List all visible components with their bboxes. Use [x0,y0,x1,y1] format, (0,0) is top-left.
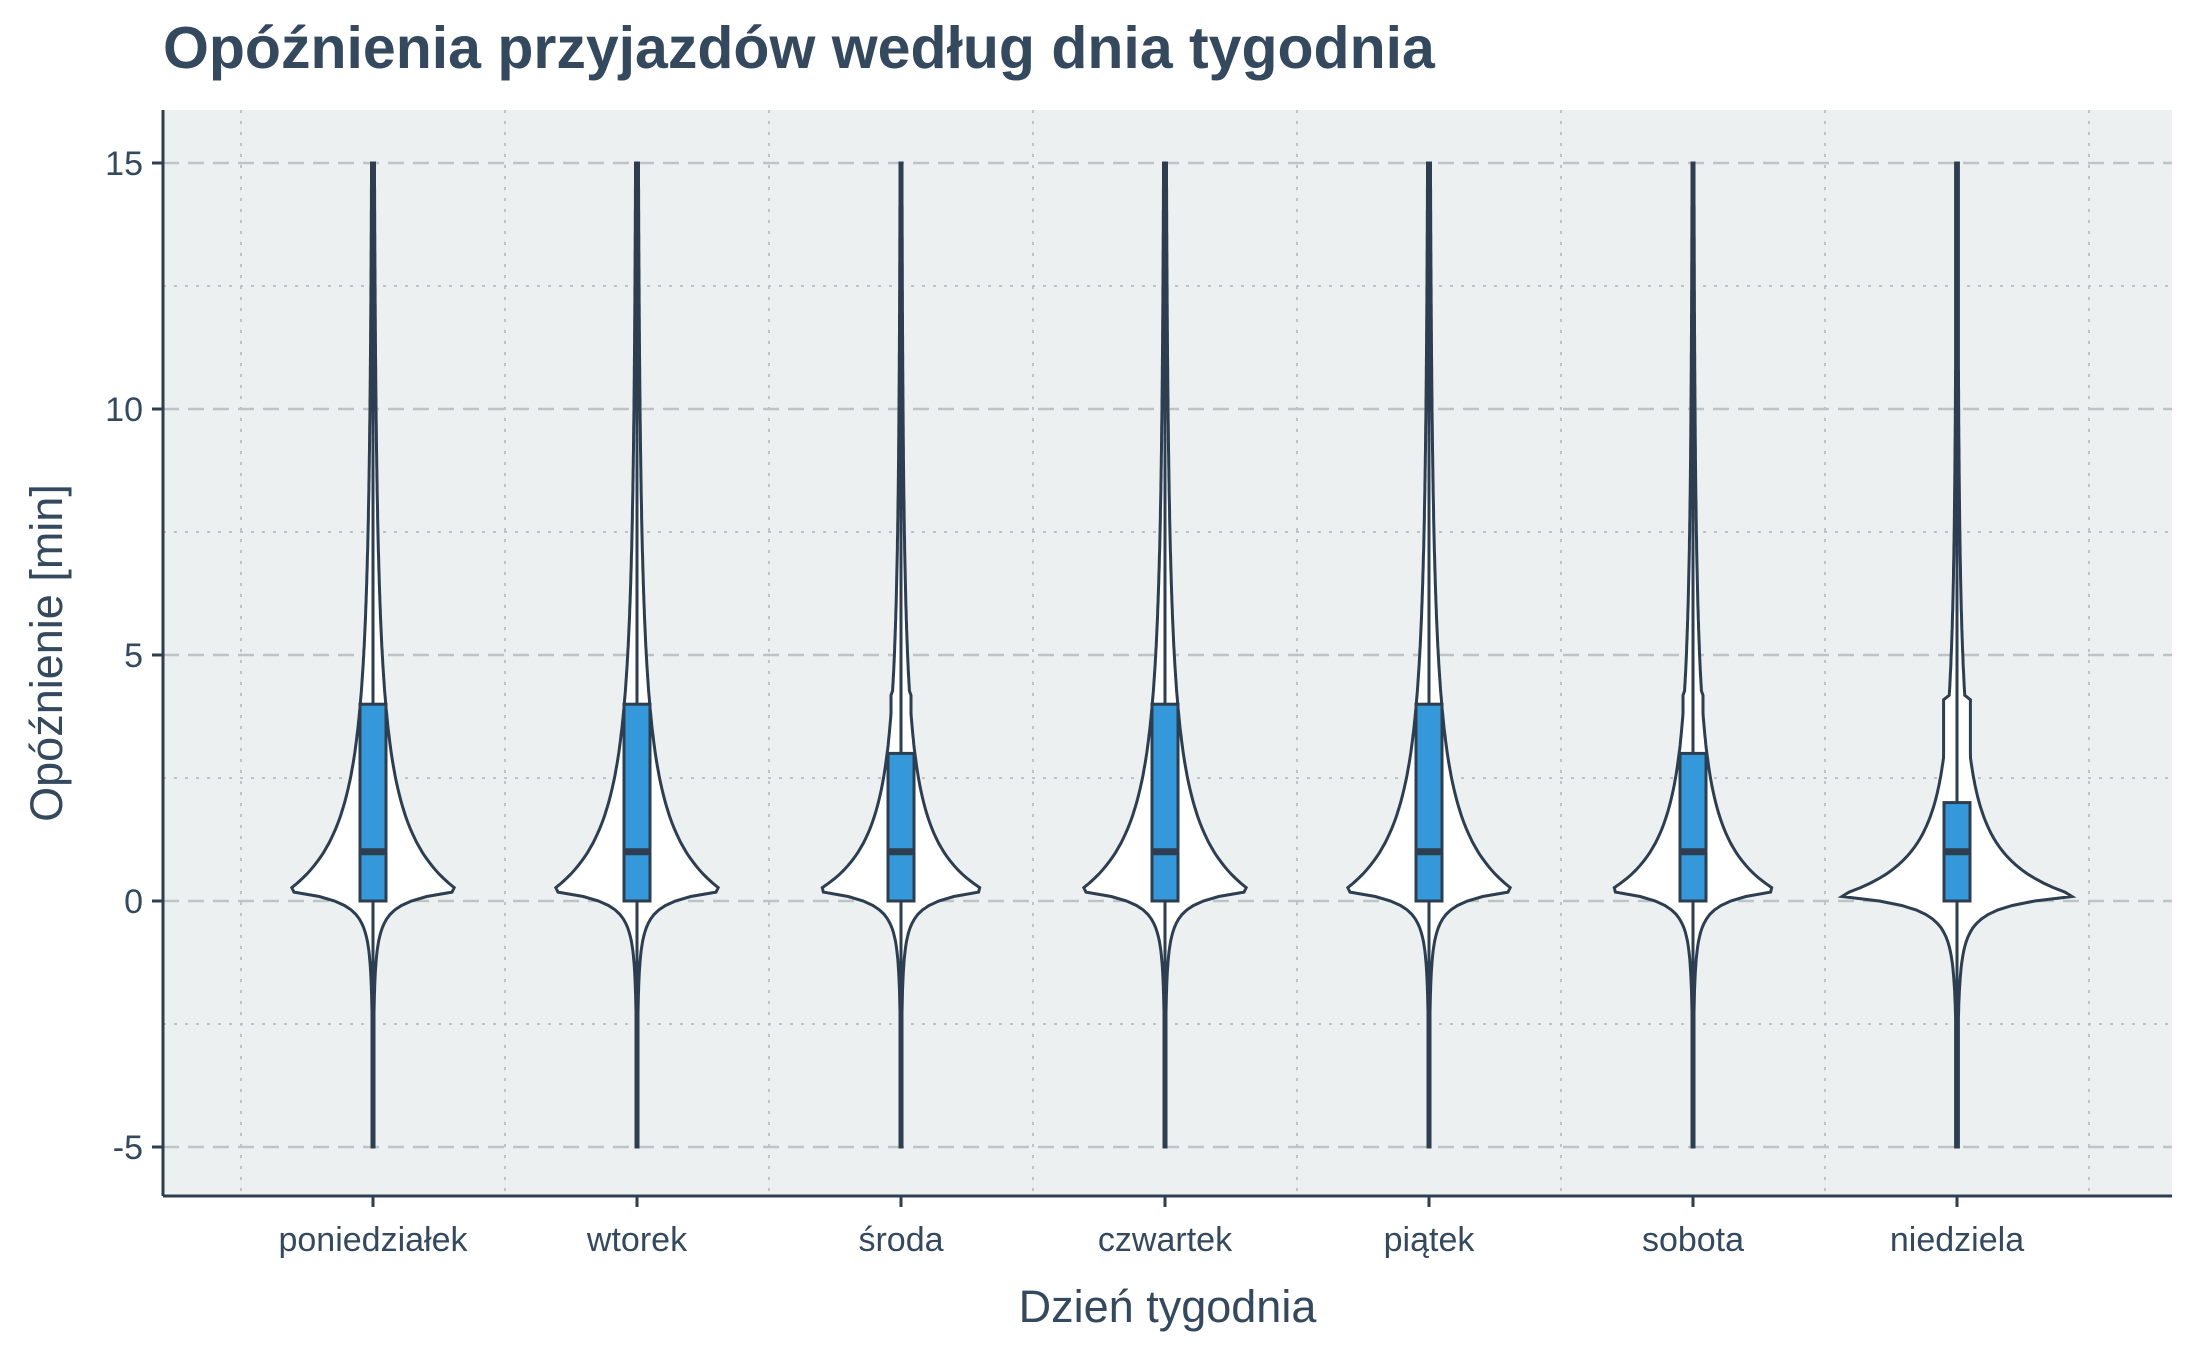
violin-niedziela [1837,161,2077,1149]
x-tick-label: piątek [1384,1221,1476,1259]
iqr-box [1678,751,1708,903]
axes: -5 0 5 10 15 poniedziałek wtorek środa czwartek p… [105,110,2172,1259]
violins [289,161,2077,1149]
violin-poniedziałek [289,161,457,1149]
violin-sobota [1612,161,1774,1149]
chart-title: Opóźnienia przyjazdów według dnia tygodn… [163,15,1435,81]
y-tick-label: 5 [124,637,143,675]
x-tick-label: sobota [1642,1221,1744,1259]
x-tick-label: środa [858,1221,943,1259]
iqr-box [358,702,388,903]
iqr-box [622,702,652,903]
violin-wtorek [553,161,721,1149]
violin-piątek [1345,161,1513,1149]
x-tick-label: wtorek [586,1221,688,1259]
x-tick-label: niedziela [1890,1221,2024,1259]
iqr-box [1414,702,1444,903]
x-axis-title: Dzień tygodnia [1019,1281,1318,1332]
x-tick-label: poniedziałek [278,1221,468,1259]
y-axis-title: Opóźnienie [min] [21,484,72,822]
y-tick-label: 0 [124,883,143,921]
x-tick-label: czwartek [1098,1221,1233,1259]
iqr-box [886,751,916,903]
y-tick-label: -5 [113,1129,143,1167]
violin-czwartek [1081,161,1249,1149]
y-tick-label: 15 [105,145,143,183]
y-tick-label: 10 [105,391,143,429]
violin-środa [820,161,982,1149]
iqr-box [1150,702,1180,903]
